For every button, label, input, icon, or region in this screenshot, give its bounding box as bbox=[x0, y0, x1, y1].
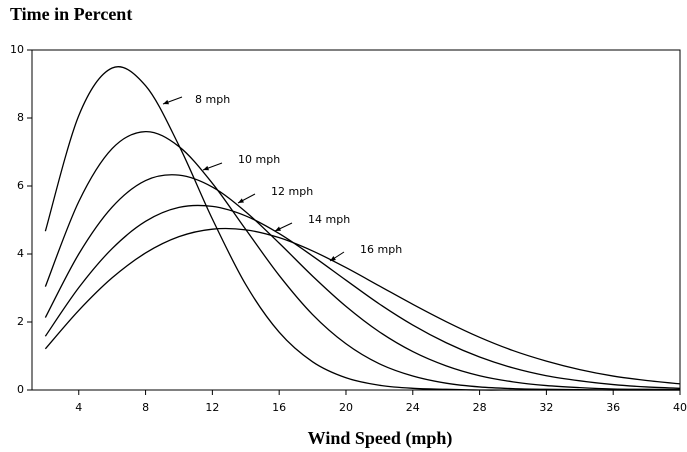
line-series bbox=[44, 227, 681, 385]
x-tick-label: 8 bbox=[142, 401, 149, 414]
series-label: 14 mph bbox=[308, 213, 350, 226]
series-label: 12 mph bbox=[271, 185, 313, 198]
chart-title: Time in Percent bbox=[10, 4, 132, 24]
series-label: 8 mph bbox=[195, 93, 230, 106]
x-axis-label: Wind Speed (mph) bbox=[308, 428, 453, 449]
y-tick-label: 10 bbox=[10, 43, 24, 56]
line-series bbox=[44, 174, 681, 391]
x-tick-label: 4 bbox=[75, 401, 82, 414]
arrow-head bbox=[238, 198, 244, 203]
x-tick-label: 36 bbox=[606, 401, 620, 414]
line-series bbox=[44, 204, 681, 389]
arrow-head bbox=[275, 226, 281, 231]
x-tick-label: 24 bbox=[406, 401, 420, 414]
x-tick-label: 16 bbox=[272, 401, 286, 414]
series-label: 10 mph bbox=[238, 153, 280, 166]
x-tick-label: 40 bbox=[673, 401, 687, 414]
line-series bbox=[44, 66, 680, 391]
x-tick-label: 12 bbox=[205, 401, 219, 414]
x-tick-label: 20 bbox=[339, 401, 353, 414]
arrow-head bbox=[163, 99, 169, 105]
y-tick-label: 0 bbox=[17, 383, 24, 396]
x-tick-label: 32 bbox=[539, 401, 553, 414]
arrow-head bbox=[330, 256, 336, 261]
series-label: 16 mph bbox=[360, 243, 402, 256]
line-series bbox=[44, 130, 680, 391]
plot-frame bbox=[31, 49, 681, 391]
x-tick-label: 28 bbox=[473, 401, 487, 414]
y-tick-label: 6 bbox=[17, 179, 24, 192]
y-tick-label: 2 bbox=[17, 315, 24, 328]
y-tick-label: 4 bbox=[17, 247, 24, 260]
y-tick-label: 8 bbox=[17, 111, 24, 124]
arrow-head bbox=[203, 165, 209, 171]
